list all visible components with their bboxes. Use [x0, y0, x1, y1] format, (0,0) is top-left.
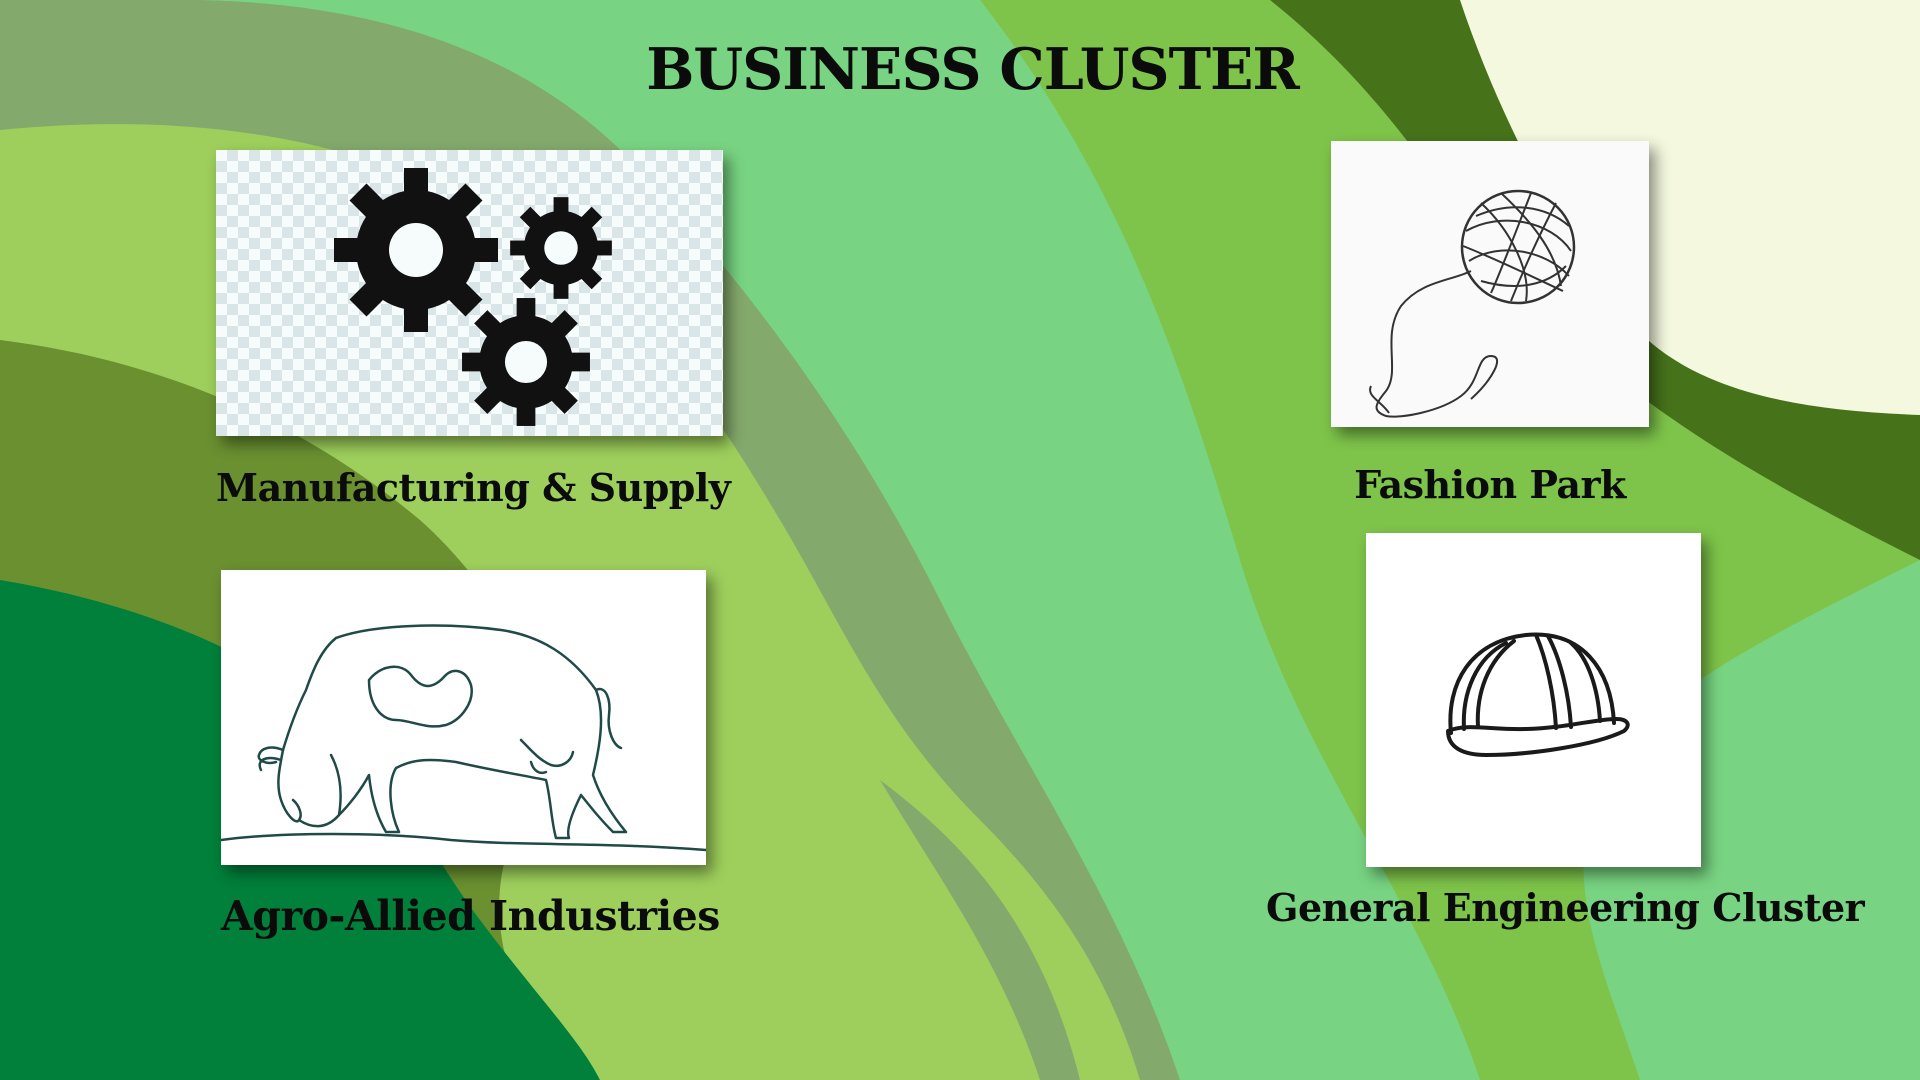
yarn-ball-icon	[1369, 189, 1576, 418]
cluster-label-engineering: General Engineering Cluster	[1266, 885, 1865, 930]
agro-image-card	[221, 570, 706, 865]
fashion-image-card	[1331, 141, 1649, 427]
cluster-label-agro: Agro-Allied Industries	[221, 892, 720, 940]
cluster-label-fashion: Fashion Park	[1354, 462, 1626, 507]
slide-title: BUSINESS CLUSTER	[646, 36, 1300, 103]
engineering-image-card	[1366, 533, 1701, 867]
hard-hat-icon	[1446, 632, 1630, 757]
gears-icon	[334, 168, 612, 426]
cluster-label-manufacturing: Manufacturing & Supply	[216, 465, 731, 510]
manufacturing-image-card	[216, 150, 723, 436]
cow-line-art-icon	[221, 624, 706, 852]
